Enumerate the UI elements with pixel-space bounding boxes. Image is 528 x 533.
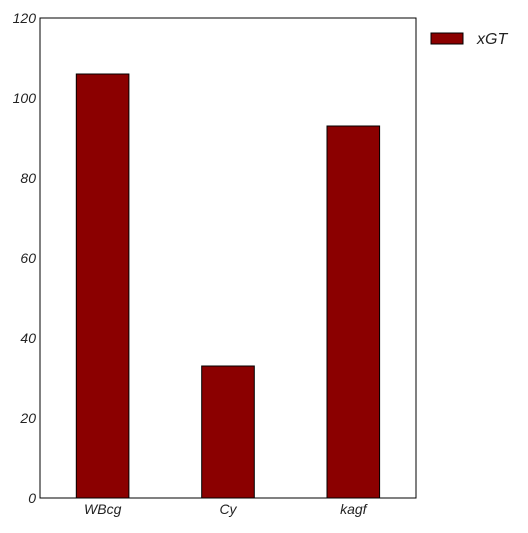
legend: xGT — [430, 31, 508, 48]
x-tick-label: kagf — [340, 501, 369, 517]
legend-swatch-xgt — [430, 32, 464, 45]
y-axis: 0 20 40 60 80 100 120 — [13, 10, 37, 506]
y-tick-label: 20 — [19, 410, 36, 426]
x-tick-label: Cy — [219, 501, 237, 517]
y-tick-label: 120 — [13, 10, 37, 26]
y-tick-label: 0 — [28, 490, 36, 506]
legend-label-xgt: xGT — [476, 31, 508, 48]
bars-layer — [75, 73, 381, 499]
x-tick-label: WBcg — [84, 501, 122, 517]
bar-cy — [201, 365, 255, 499]
y-tick-label: 40 — [20, 330, 36, 346]
x-axis: WBcg Cy kagf — [84, 501, 369, 517]
y-tick-label: 60 — [20, 250, 36, 266]
y-tick-label: 100 — [13, 90, 37, 106]
bar-wbcg — [75, 73, 130, 499]
bar-kagf — [326, 125, 381, 499]
plot-frame — [39, 17, 417, 499]
y-tick-label: 80 — [20, 170, 36, 186]
